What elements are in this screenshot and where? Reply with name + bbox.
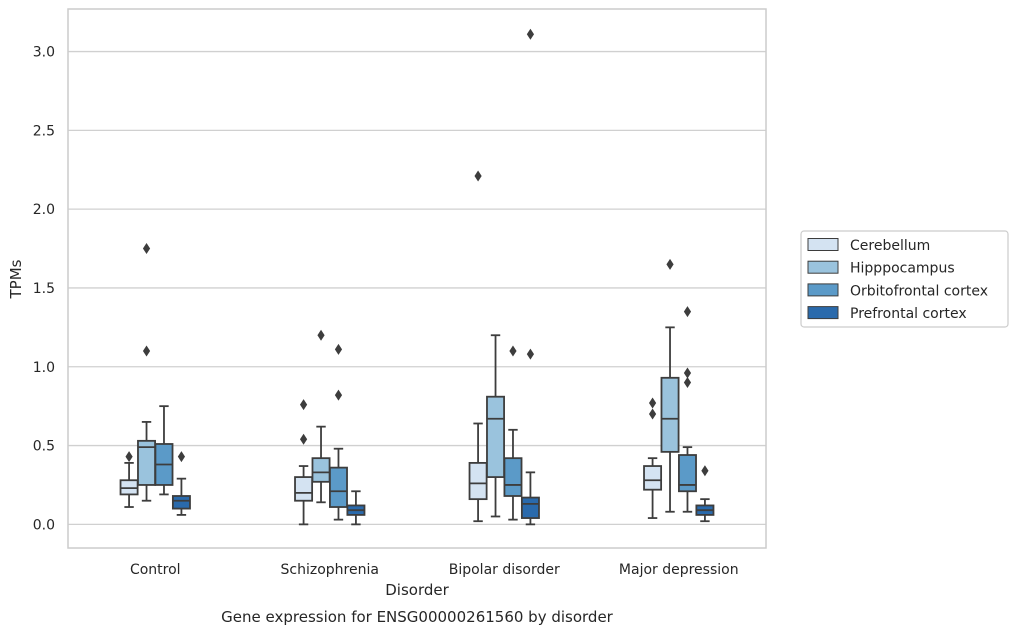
box-iqr — [520, 496, 540, 519]
box-iqr — [468, 461, 488, 501]
outlier-point — [526, 28, 535, 40]
outlier-point — [474, 170, 482, 182]
box-prefrontal-cortex-control — [171, 451, 191, 516]
outlier-point — [125, 451, 133, 463]
box-hipppocampus-control — [137, 243, 156, 502]
box-iqr — [294, 476, 314, 502]
y-tick-label: 1.5 — [33, 281, 55, 297]
x-tick-label: Control — [130, 562, 181, 578]
box-orbitofrontal-cortex-bipolar-disorder — [503, 345, 523, 521]
box-plot-area — [119, 28, 715, 526]
outlier-point — [334, 343, 343, 355]
outlier-point — [334, 389, 343, 401]
legend-frame — [800, 230, 1009, 328]
outlier-point — [683, 306, 692, 318]
box-iqr — [329, 466, 348, 508]
outlier-point — [299, 399, 308, 411]
plot-frame — [67, 8, 767, 549]
box-cerebellum-control — [119, 451, 139, 508]
box-prefrontal-cortex-schizophrenia — [346, 490, 366, 526]
box-iqr — [311, 457, 331, 483]
box-orbitofrontal-cortex-schizophrenia — [329, 343, 348, 521]
y-tick-label: 0.5 — [33, 439, 55, 455]
gridlines — [68, 50, 766, 526]
y-tick-label: 1.0 — [33, 360, 55, 376]
outlier-point — [177, 451, 186, 463]
x-axis-label: Disorder — [385, 581, 449, 599]
box-hipppocampus-schizophrenia — [311, 329, 331, 504]
legend-swatch — [807, 238, 839, 251]
y-tick-label: 2.0 — [33, 202, 55, 218]
legend-label: Orbitofrontal cortex — [850, 283, 988, 299]
box-cerebellum-bipolar-disorder — [468, 170, 488, 523]
y-tick-label: 2.5 — [33, 123, 55, 139]
box-prefrontal-cortex-bipolar-disorder — [520, 28, 540, 526]
box-prefrontal-cortex-major-depression — [695, 465, 715, 523]
y-axis-ticks: 0.0 0.5 1.0 1.5 2.0 2.5 3.0 — [33, 45, 55, 534]
box-iqr — [503, 457, 523, 497]
outlier-point — [509, 345, 517, 357]
y-tick-label: 0.0 — [33, 517, 55, 533]
box-cerebellum-schizophrenia — [294, 399, 314, 526]
box-iqr — [643, 465, 663, 491]
box-iqr — [678, 454, 697, 493]
legend-swatch — [807, 260, 839, 274]
legend-swatch — [807, 283, 839, 297]
outlier-point — [526, 348, 535, 360]
y-axis-label: TPMs — [7, 259, 25, 299]
legend-item: Hipppocampus — [807, 260, 955, 277]
legend-label: Cerebellum — [850, 238, 930, 254]
legend-item: Prefrontal cortex — [807, 306, 967, 322]
box-orbitofrontal-cortex-major-depression — [678, 306, 697, 513]
box-iqr — [171, 495, 191, 510]
legend-label: Prefrontal cortex — [850, 306, 967, 322]
outlier-point — [666, 258, 674, 270]
outlier-point — [648, 408, 657, 420]
box-orbitofrontal-cortex-control — [154, 405, 174, 496]
outlier-point — [299, 433, 308, 445]
box-cerebellum-major-depression — [643, 397, 663, 519]
outlier-point — [142, 345, 151, 357]
outlier-point — [683, 377, 692, 389]
box-iqr — [486, 395, 505, 478]
x-tick-label: Bipolar disorder — [449, 562, 560, 578]
outlier-point — [683, 367, 692, 379]
legend: Cerebellum Hipppocampus Orbitofrontal cort… — [800, 230, 1009, 328]
box-hipppocampus-bipolar-disorder — [486, 334, 505, 518]
outlier-point — [701, 465, 709, 477]
box-hipppocampus-major-depression — [660, 258, 680, 513]
x-axis-ticks: Control Schizophrenia Bipolar disorder Majo… — [130, 562, 739, 578]
outlier-point — [648, 397, 657, 409]
legend-item: Cerebellum — [807, 238, 930, 254]
box-iqr — [660, 376, 680, 453]
y-tick-label: 3.0 — [33, 45, 55, 61]
outlier-point — [317, 329, 325, 341]
x-tick-label: Major depression — [619, 562, 739, 578]
legend-item: Orbitofrontal cortex — [807, 283, 988, 299]
x-tick-label: Schizophrenia — [281, 562, 379, 578]
legend-label: Hipppocampus — [850, 261, 955, 277]
outlier-point — [142, 243, 151, 255]
chart-caption: Gene expression for ENSG00000261560 by d… — [221, 608, 614, 626]
legend-swatch — [807, 306, 839, 320]
